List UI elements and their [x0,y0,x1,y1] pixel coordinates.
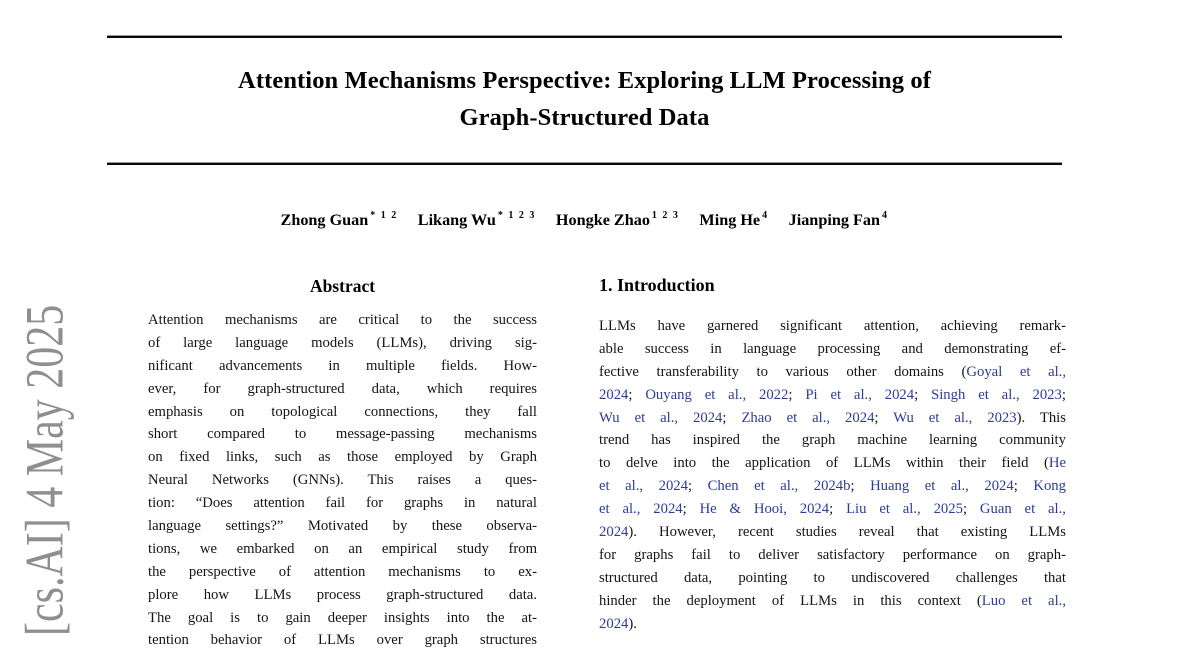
citation-link[interactable]: 2024 [599,386,629,403]
title-rule-top [107,35,1062,39]
abstract-line: nificant advancements in multiple fields… [148,357,537,374]
author-affiliation-sup: 4 [881,209,889,221]
abstract-text: Attention mechanisms are critical to the… [148,309,537,648]
citation-link[interactable]: Pi et al., 2024 [805,386,915,403]
citation-link[interactable]: Ouyang et al., 2022 [645,386,789,403]
abstract-line: plore how LLMs process graph-structured … [148,586,537,603]
citation-link[interactable]: Chen et al., 2024b [707,478,851,495]
author-list: Zhong Guan * 1 2 Likang Wu * 1 2 3 Hongke Zh… [107,206,1062,231]
introduction-line: 2024). However, recent studies reveal th… [599,521,1066,544]
text-segment: ; [788,386,806,403]
author: Jianping Fan 4 [788,209,889,230]
citation-link[interactable]: Kong [1033,478,1066,495]
citation-link[interactable]: Luo et al., [981,592,1067,609]
abstract-line: tion: “Does attention fail for graphs in… [148,495,537,512]
citation-link[interactable]: Zhao et al., 2024 [741,409,875,426]
citation-link[interactable]: He [1048,455,1066,472]
paper-title: Attention Mechanisms Perspective: Explor… [107,62,1062,136]
citation-link[interactable]: 2024 [599,615,629,632]
text-segment: ; [962,501,980,518]
abstract-line: The goal is to gain deeper insights into… [148,609,537,626]
text-segment: structured data, pointing to undiscovere… [599,569,1066,586]
text-segment: ). However, recent studies reveal that e… [628,524,1066,541]
introduction-line: able success in language processing and … [599,338,1066,361]
author-name: Likang Wu [417,211,496,230]
abstract-line: short compared to message-passing mechan… [148,426,537,443]
abstract-heading: Abstract [309,276,376,296]
citation-link[interactable]: Huang et al., 2024 [870,478,1014,495]
abstract-line: Attention mechanisms are critical to the… [148,312,537,328]
author-affiliation-sup: * 1 2 [370,209,398,221]
title-rule-bottom [107,162,1062,166]
text-segment: ; [1061,386,1066,403]
author: Likang Wu * 1 2 3 [417,209,536,230]
section-heading-introduction: 1. Introduction [599,275,715,295]
abstract-line: tions, we embarked on an empirical study… [148,540,537,557]
author-name: Zhong Guan [280,211,369,230]
citation-link[interactable]: Liu et al., 2025 [846,501,963,518]
author: Hongke Zhao 1 2 3 [555,209,680,230]
introduction-line: et al., 2024; Chen et al., 2024b; Huang … [599,475,1066,498]
introduction-line: for graphs fail to deliver satisfactory … [599,544,1066,567]
text-segment: to delve into the application of LLMs wi… [599,455,1049,472]
introduction-line: Wu et al., 2024; Zhao et al., 2024; Wu e… [599,407,1066,430]
text-segment: ). This [1016,409,1066,426]
author-name: Hongke Zhao [555,211,650,230]
text-segment: ; [682,501,700,518]
author-name: Jianping Fan [788,211,880,230]
text-segment: ; [628,386,646,403]
introduction-text: LLMs have garnered significant attention… [599,315,1066,635]
introduction-line: hinder the deployment of LLMs in this co… [599,590,1066,613]
text-segment: ; [687,478,708,495]
introduction-line: 2024). [599,613,1066,636]
paper-title-line2: Graph-Structured Data [459,104,710,131]
author: Ming He 4 [699,209,769,230]
introduction-line: fective transferability to various other… [599,361,1066,384]
citation-link[interactable]: He & Hooi, 2024 [699,501,830,518]
abstract-line: the perspective of attention mechanisms … [148,563,537,580]
abstract-line: ever, for graph-structured data, which r… [148,380,537,397]
text-segment: trend has inspired the graph machine lea… [599,432,1066,449]
text-segment: LLMs have garnered significant attention… [599,318,1066,334]
introduction-line: trend has inspired the graph machine lea… [599,429,1066,452]
text-segment: ; [850,478,871,495]
abstract-line: tention behavior of LLMs over graph stru… [148,632,537,648]
citation-link[interactable]: 2024 [599,524,629,541]
text-segment: ; [914,386,932,403]
citation-link[interactable]: Wu et al., 2023 [893,409,1017,426]
abstract-line: of large language models (LLMs), driving… [148,334,537,351]
introduction-line: et al., 2024; He & Hooi, 2024; Liu et al… [599,498,1066,521]
citation-link[interactable]: Goyal et al., [966,363,1067,380]
text-segment: ; [722,409,742,426]
citation-link[interactable]: Wu et al., 2024 [599,409,723,426]
introduction-line: structured data, pointing to undiscovere… [599,567,1066,590]
text-segment: ). [628,615,637,632]
abstract-line: Neural Networks (GNNs). This raises a qu… [148,472,537,489]
text-segment: hinder the deployment of LLMs in this co… [599,592,982,609]
text-segment: for graphs fail to deliver satisfactory … [599,546,1066,563]
citation-link[interactable]: Guan et al., [979,501,1066,518]
citation-link[interactable]: et al., 2024 [599,478,688,495]
author-affiliation-sup: 4 [762,209,769,221]
paper-title-line1: Attention Mechanisms Perspective: Explor… [238,67,931,94]
arxiv-watermark: [cs.AI] 4 May 2025 [16,304,76,636]
text-segment: ; [829,501,847,518]
introduction-line: LLMs have garnered significant attention… [599,315,1066,338]
abstract-line: on fixed links, such as those employed b… [148,449,537,466]
introduction-line: 2024; Ouyang et al., 2022; Pi et al., 20… [599,384,1066,407]
text-segment: ; [874,409,894,426]
author: Zhong Guan * 1 2 [280,209,398,230]
abstract-line: emphasis on topological connections, the… [148,403,537,420]
text-segment: fective transferability to various other… [599,363,967,380]
introduction-line: to delve into the application of LLMs wi… [599,452,1066,475]
citation-link[interactable]: Singh et al., 2023 [931,386,1062,403]
text-segment: able success in language processing and … [599,340,1066,357]
author-name: Ming He [699,211,761,230]
abstract-line: language settings?” Motivated by these o… [148,518,537,535]
citation-link[interactable]: et al., 2024 [599,501,683,518]
text-segment: ; [1013,478,1034,495]
author-affiliation-sup: 1 2 3 [651,209,680,221]
author-affiliation-sup: * 1 2 3 [497,209,536,221]
